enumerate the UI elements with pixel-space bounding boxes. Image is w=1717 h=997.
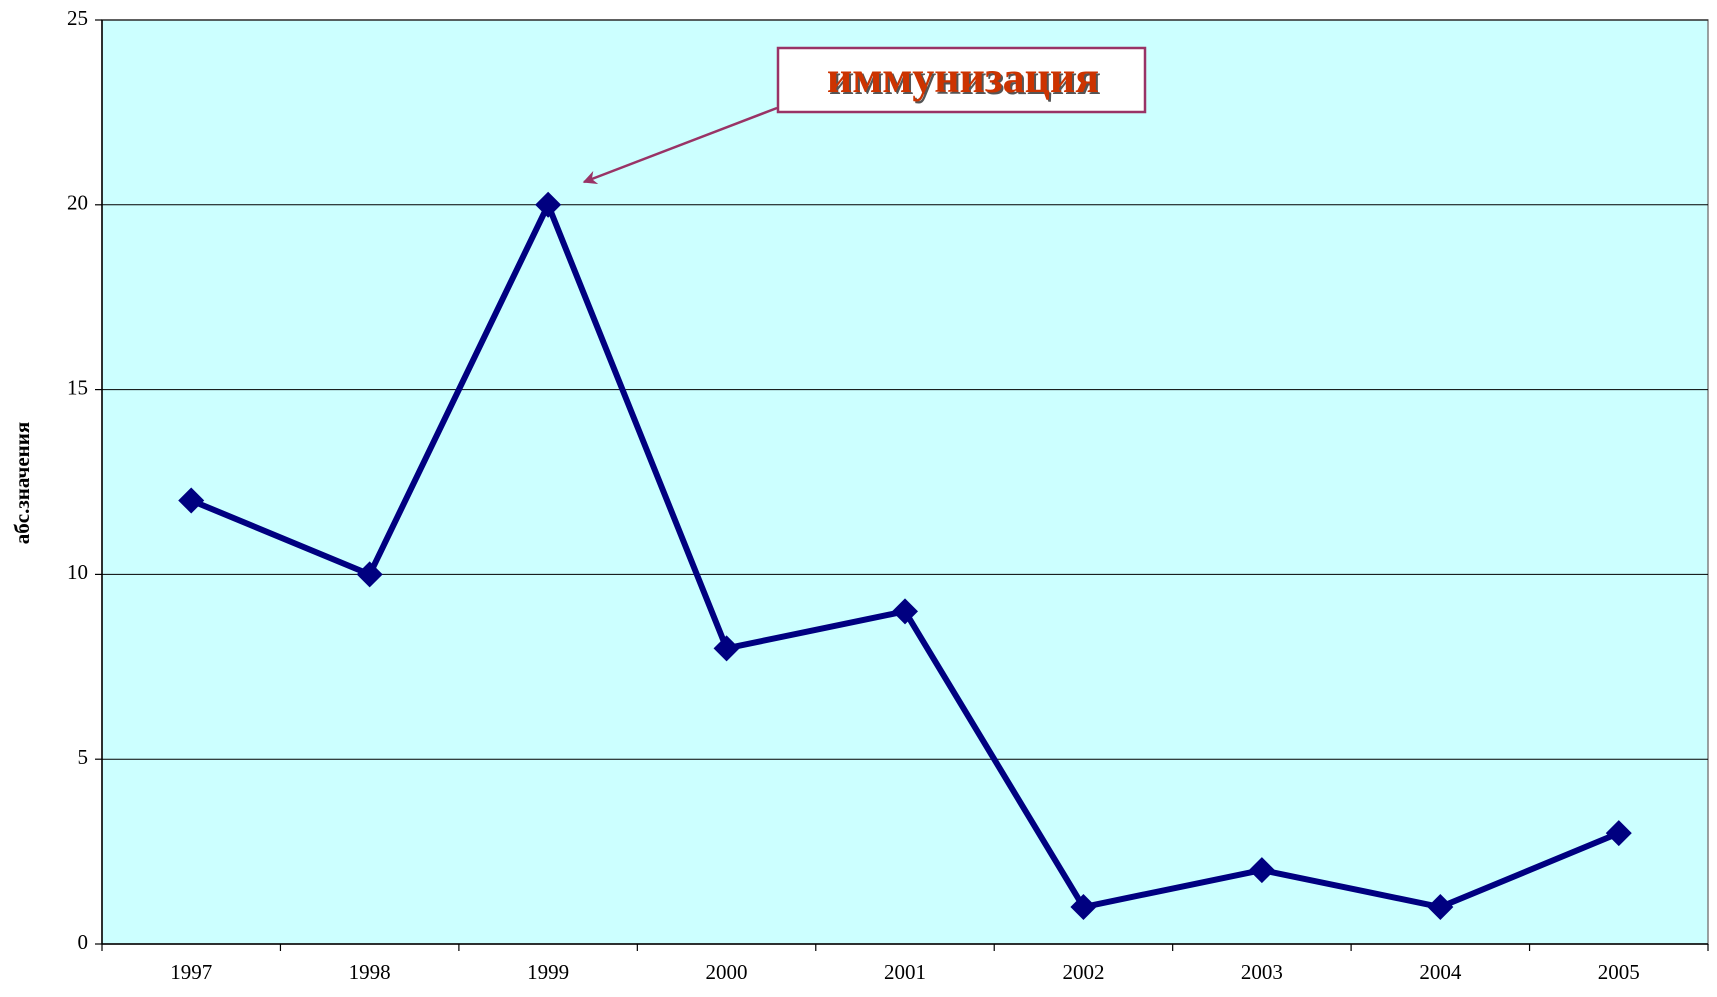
annotation: иммунизация <box>827 53 1099 102</box>
data-point <box>1605 820 1632 847</box>
x-tick-label: 2002 <box>1062 960 1104 984</box>
data-point <box>535 191 562 218</box>
y-tick-label: 15 <box>67 375 88 399</box>
y-tick-label: 10 <box>67 560 88 584</box>
data-point <box>892 598 918 625</box>
x-tick-label: 1998 <box>349 960 391 984</box>
data-point <box>1427 894 1454 921</box>
data-point <box>713 635 740 662</box>
data-point <box>178 487 205 514</box>
annotation-arrow <box>582 106 778 185</box>
y-tick-label: 5 <box>78 745 89 769</box>
y-tick-label: 20 <box>67 191 88 215</box>
marks <box>178 191 1632 921</box>
x-tick-label: 1997 <box>170 960 212 984</box>
x-tick-label: 1999 <box>527 960 569 984</box>
y-tick-label: 25 <box>67 6 88 30</box>
annotation-box <box>776 46 1147 114</box>
x-tick-label: 2005 <box>1598 960 1640 984</box>
plot-area <box>101 19 1709 945</box>
data-point <box>356 561 383 588</box>
y-tick-label: 0 <box>78 930 89 954</box>
x-tick-label: 2004 <box>1419 960 1462 984</box>
y-axis-label: абс.значения <box>10 422 34 545</box>
x-tick-label: 2001 <box>884 960 926 984</box>
x-tick-label: 2003 <box>1241 960 1283 984</box>
data-point <box>1070 894 1097 921</box>
x-tick-label: 2000 <box>706 960 748 984</box>
data-point <box>1248 857 1275 884</box>
